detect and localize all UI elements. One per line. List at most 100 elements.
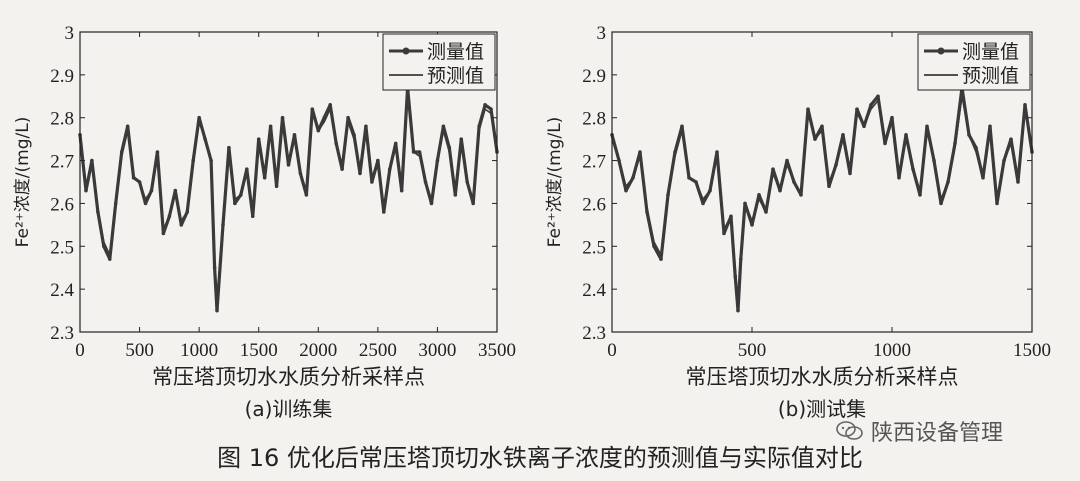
train-y-tick-label: 2.6 xyxy=(50,194,74,215)
test-measured-point xyxy=(925,124,929,129)
test-measured-point xyxy=(750,223,754,227)
test-measured-point xyxy=(1009,137,1013,141)
test-measured-point xyxy=(869,103,873,107)
test-measured-point xyxy=(995,201,999,206)
train-measured-point xyxy=(173,188,178,193)
test-measured-point xyxy=(652,244,656,249)
train-y-tick-label: 2.7 xyxy=(50,152,74,173)
train-measured-point xyxy=(125,124,130,129)
train-measured-point xyxy=(268,124,273,129)
wechat-icon xyxy=(836,421,863,440)
test-measured-point xyxy=(715,150,719,154)
test-x-tick-label: 500 xyxy=(738,340,767,361)
train-measured-point xyxy=(304,193,309,197)
train-measured-point xyxy=(245,167,249,171)
train-x-tick-label: 3500 xyxy=(478,340,516,361)
test-measured-point xyxy=(701,201,705,206)
train-legend-label: 预测值 xyxy=(427,65,484,87)
test-series-predicted-line xyxy=(611,95,1033,303)
train-measured-point xyxy=(346,115,350,120)
test-x-tick-label: 1000 xyxy=(873,340,911,361)
test-legend-label: 测量值 xyxy=(962,41,1019,63)
test-measured-point xyxy=(757,193,761,197)
train-measured-point xyxy=(340,167,344,171)
train-x-tick-label: 1000 xyxy=(180,340,218,361)
test-measured-point xyxy=(638,150,642,154)
train-legend-marker xyxy=(402,47,410,55)
train-series-predicted-line xyxy=(79,95,498,303)
test-measured-point xyxy=(1023,103,1027,107)
watermark-text: 陕西设备管理 xyxy=(871,421,1004,446)
train-measured-point xyxy=(483,103,487,107)
train-measured-point xyxy=(179,223,184,227)
test-measured-point xyxy=(988,124,992,129)
test-y-tick-label: 2.3 xyxy=(582,323,606,344)
test-measured-point xyxy=(820,124,824,129)
train-measured-point xyxy=(107,257,112,261)
chart-training-set: 0 500 1000 1500 2000 2500 3000 3500 2.3 2.4 2.5 2.6… xyxy=(13,23,516,421)
test-y-tick-label: 2.4 xyxy=(582,280,606,301)
train-measured-point xyxy=(310,107,315,111)
test-y-tick-label: 3 xyxy=(597,23,607,44)
train-measured-point xyxy=(328,103,333,107)
train-measured-point xyxy=(161,231,166,236)
train-measured-point xyxy=(143,201,148,206)
train-measured-point xyxy=(370,180,374,184)
train-y-tick-label: 2.9 xyxy=(50,66,74,87)
test-y-tick-label: 2.7 xyxy=(582,152,606,173)
train-subtitle: (a)训练集 xyxy=(245,397,333,421)
train-measured-point xyxy=(215,308,219,313)
train-measured-point xyxy=(429,201,434,206)
test-measured-point xyxy=(904,133,908,137)
train-measured-point xyxy=(280,115,285,120)
test-series-measured-line xyxy=(610,86,1034,313)
train-measured-point xyxy=(250,214,255,219)
figure-caption: 图 16 优化后常压塔顶切水铁离子浓度的预测值与实际值对比 xyxy=(217,444,863,472)
train-measured-point xyxy=(197,115,201,120)
test-plot-frame xyxy=(611,31,1033,333)
train-measured-point xyxy=(393,141,398,146)
test-y-tick-label: 2.6 xyxy=(582,194,606,215)
test-legend-label: 预测值 xyxy=(962,65,1019,87)
train-measured-point xyxy=(399,188,404,193)
chart-test-set: 0 500 1000 1500 2.3 2.4 2.5 2.6 2.7 2.8 2.9 3 常压塔顶切水… xyxy=(545,23,1051,421)
test-y-tick-label: 2.9 xyxy=(582,66,606,87)
train-y-tick-label: 2.8 xyxy=(50,109,74,130)
train-measured-point xyxy=(417,150,422,154)
test-measured-point xyxy=(890,115,894,120)
train-measured-point xyxy=(382,210,386,214)
train-x-tick-label: 500 xyxy=(125,340,154,361)
train-measured-point xyxy=(227,145,231,150)
train-plot-frame xyxy=(79,31,498,333)
figure-charts: 0 500 1000 1500 2000 2500 3000 35002.32.42.52.6… xyxy=(13,23,1051,421)
train-y-tick-label: 2.4 xyxy=(50,280,74,301)
test-measured-point xyxy=(680,124,684,129)
test-measured-point xyxy=(722,231,726,236)
train-measured-point xyxy=(364,124,368,129)
train-y-tick-label: 2.3 xyxy=(50,323,74,344)
train-measured-point xyxy=(459,137,464,141)
train-legend-label: 测量值 xyxy=(427,41,484,63)
test-measured-point xyxy=(876,94,880,99)
test-measured-point xyxy=(624,188,628,193)
test-measured-point xyxy=(855,107,859,111)
test-measured-point xyxy=(939,201,943,206)
train-series-measured-line xyxy=(78,86,499,313)
train-legend-box xyxy=(382,33,496,91)
test-subtitle: (b)测试集 xyxy=(778,397,866,421)
train-measured-point xyxy=(292,133,297,137)
train-measured-point xyxy=(233,201,237,206)
test-measured-point xyxy=(771,167,775,171)
test-x-tick-label: 1500 xyxy=(1013,340,1051,361)
train-measured-point xyxy=(471,201,475,206)
test-legend-marker xyxy=(937,47,945,55)
train-measured-point xyxy=(90,158,94,163)
test-measured-point xyxy=(841,133,845,137)
test-measured-point xyxy=(659,257,663,261)
train-x-axis-label: 常压塔顶切水水质分析采样点 xyxy=(152,365,425,389)
test-measured-point xyxy=(736,308,740,313)
test-measured-point xyxy=(827,184,831,189)
watermark: 陕西设备管理 xyxy=(835,415,1003,447)
train-x-tick-label: 0 xyxy=(75,340,85,361)
test-y-tick-label: 2.8 xyxy=(582,109,606,130)
